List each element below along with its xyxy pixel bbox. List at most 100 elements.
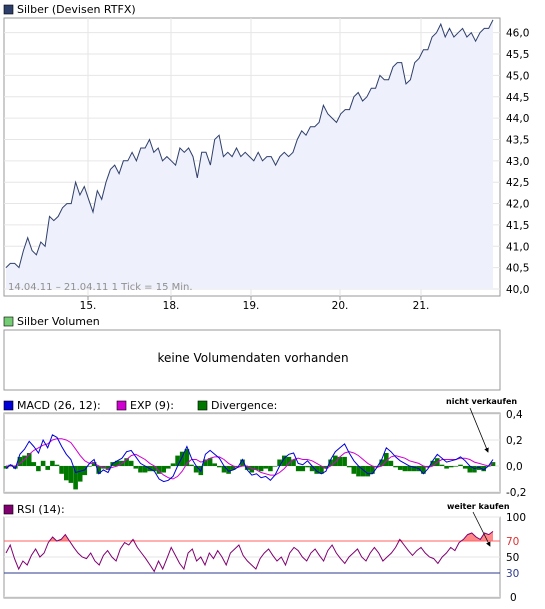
macd-y-tick: -0,2	[506, 487, 527, 499]
price-x-tick: 15.	[80, 300, 97, 312]
divergence-bar	[453, 466, 459, 467]
divergence-bar	[124, 458, 129, 466]
divergence-bar	[254, 466, 259, 470]
price-x-tick: 18.	[163, 300, 180, 312]
divergence-bar	[393, 466, 398, 468]
macd-legend-swatch	[3, 400, 14, 411]
divergence-legend-label: Divergence:	[211, 399, 277, 412]
price-x-tick: 20.	[332, 300, 349, 312]
divergence-bar	[170, 463, 176, 466]
price-y-tick: 43,5	[506, 134, 529, 146]
divergence-bar	[87, 466, 92, 467]
price-legend-swatch	[3, 4, 14, 15]
divergence-bar	[184, 449, 190, 466]
divergence-bar	[156, 466, 162, 474]
divergence-bar	[346, 466, 352, 468]
divergence-bar	[73, 466, 78, 490]
divergence-bar	[351, 466, 357, 474]
price-line	[5, 19, 494, 269]
macd-annotation-arrow	[469, 407, 489, 453]
price-y-tick: 40,5	[506, 263, 529, 275]
divergence-bar	[430, 460, 435, 466]
exp-legend-label: EXP (9):	[130, 399, 174, 412]
divergence-bar	[268, 466, 273, 472]
price-x-tick: 21.	[413, 300, 430, 312]
divergence-bar	[258, 466, 264, 472]
divergence-bar	[397, 466, 403, 470]
divergence-bar	[323, 466, 329, 469]
divergence-bar	[300, 466, 306, 472]
rsi-annotation-arrow	[472, 511, 491, 547]
divergence-bar	[365, 466, 371, 477]
divergence-bar	[286, 456, 292, 466]
divergence-bar	[291, 459, 296, 466]
divergence-bar	[277, 459, 282, 466]
divergence-bar	[138, 466, 143, 473]
divergence-bar	[388, 460, 394, 466]
divergence-legend-swatch	[197, 400, 208, 411]
price-y-tick: 45,5	[506, 49, 529, 61]
divergence-bar	[226, 466, 231, 474]
price-y-tick: 46,0	[506, 28, 529, 40]
divergence-bar	[207, 458, 213, 466]
macd-y-tick: 0,0	[506, 461, 523, 473]
divergence-bar	[166, 466, 171, 469]
divergence-bar	[77, 466, 83, 482]
divergence-bar	[64, 466, 69, 481]
divergence-bar	[295, 466, 301, 472]
price-y-tick: 41,0	[506, 241, 529, 253]
divergence-bar	[128, 460, 134, 466]
macd-annotation: nicht verkaufen	[446, 397, 517, 406]
divergence-bar	[448, 466, 454, 468]
rsi-tick-0: 0	[510, 592, 517, 604]
divergence-bar	[230, 466, 236, 470]
divergence-bar	[462, 466, 468, 469]
divergence-bar	[379, 459, 384, 466]
divergence-bar	[467, 466, 473, 473]
macd-plot-frame	[3, 412, 501, 494]
divergence-bar	[45, 466, 50, 470]
price-x-ticks: 15. 18. 19. 20. 21.	[80, 296, 430, 312]
divergence-bar	[179, 451, 185, 466]
divergence-bar	[244, 466, 250, 470]
divergence-bar	[26, 453, 32, 466]
price-y-tick: 42,0	[506, 199, 529, 211]
macd-y-tick: 0,4	[506, 409, 523, 421]
macd-y-ticks: 0,4 0,2 0,0 -0,2	[506, 409, 527, 499]
price-y-tick: 41,5	[506, 220, 529, 232]
divergence-bar	[31, 462, 37, 466]
rsi-line	[5, 531, 494, 573]
divergence-bar	[370, 466, 375, 474]
price-y-tick: 45,0	[506, 70, 529, 82]
divergence-bar	[328, 459, 333, 466]
divergence-bar	[309, 466, 315, 472]
divergence-bar	[421, 466, 426, 474]
divergence-bar	[342, 456, 347, 466]
divergence-bar	[17, 456, 23, 466]
divergence-bar	[476, 466, 482, 470]
divergence-bar	[133, 466, 139, 469]
divergence-bar	[212, 463, 217, 466]
divergence-bar	[115, 460, 120, 466]
volume-legend-swatch	[3, 316, 14, 327]
price-y-tick: 44,0	[506, 113, 529, 125]
divergence-bar	[40, 460, 46, 466]
divergence-bar	[356, 466, 361, 477]
divergence-bar	[240, 459, 245, 466]
divergence-bar	[235, 466, 241, 467]
rsi-legend-label: RSI (14):	[17, 503, 65, 516]
divergence-bar	[490, 462, 496, 466]
divergence-bar	[472, 466, 477, 473]
divergence-bar	[384, 453, 389, 466]
divergence-bar	[282, 455, 287, 466]
rsi-annotation: weiter kaufen	[447, 502, 510, 511]
price-x-tick: 19.	[243, 300, 260, 312]
price-y-ticks: 46,0 45,5 45,0 44,5 44,0 43,5 43,0 42,5 42,0 41,5…	[506, 28, 529, 296]
divergence-bar	[193, 466, 199, 473]
divergence-bar	[3, 466, 9, 469]
divergence-bars	[3, 449, 496, 490]
divergence-bar	[305, 466, 310, 468]
exp-legend-swatch	[116, 400, 127, 411]
divergence-bar	[36, 466, 41, 472]
